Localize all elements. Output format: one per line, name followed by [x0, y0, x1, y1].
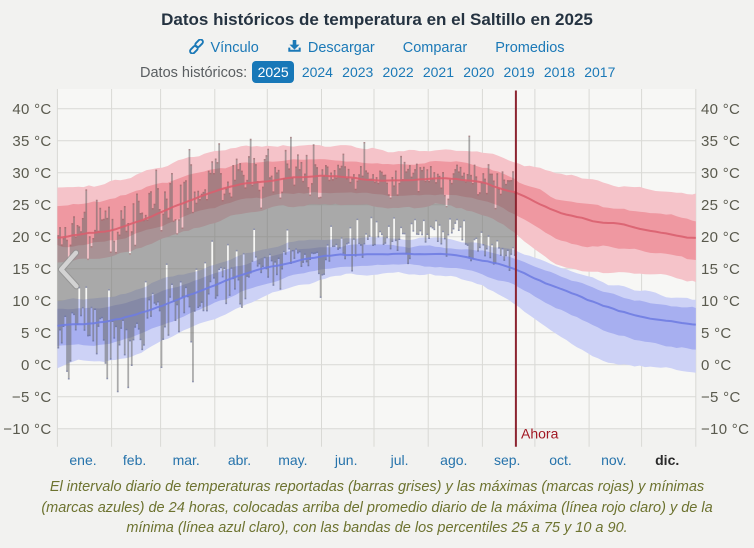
- svg-text:25 °C: 25 °C: [701, 197, 740, 214]
- svg-text:35 °C: 35 °C: [701, 133, 740, 150]
- svg-text:nov.: nov.: [601, 452, 626, 468]
- svg-text:−5 °C: −5 °C: [12, 389, 52, 406]
- svg-text:10 °C: 10 °C: [12, 293, 51, 310]
- svg-text:0 °C: 0 °C: [701, 357, 732, 374]
- svg-text:15 °C: 15 °C: [12, 261, 51, 278]
- svg-text:−5 °C: −5 °C: [701, 389, 741, 406]
- svg-text:30 °C: 30 °C: [701, 165, 740, 182]
- svg-text:40 °C: 40 °C: [12, 101, 51, 118]
- svg-text:feb.: feb.: [123, 452, 146, 468]
- svg-text:jul.: jul.: [390, 452, 409, 468]
- svg-text:mar.: mar.: [173, 452, 200, 468]
- svg-text:abr.: abr.: [228, 452, 251, 468]
- svg-text:oct.: oct.: [549, 452, 572, 468]
- svg-text:35 °C: 35 °C: [12, 133, 51, 150]
- svg-text:−10 °C: −10 °C: [3, 421, 51, 438]
- svg-text:sep.: sep.: [494, 452, 520, 468]
- svg-text:15 °C: 15 °C: [701, 261, 740, 278]
- svg-text:5 °C: 5 °C: [21, 325, 52, 342]
- svg-text:may.: may.: [278, 452, 307, 468]
- svg-text:dic.: dic.: [655, 452, 679, 468]
- svg-text:Ahora: Ahora: [521, 426, 559, 442]
- svg-text:20 °C: 20 °C: [701, 229, 740, 246]
- svg-text:jun.: jun.: [334, 452, 358, 468]
- svg-text:25 °C: 25 °C: [12, 197, 51, 214]
- svg-text:40 °C: 40 °C: [701, 101, 740, 118]
- svg-text:ago.: ago.: [440, 452, 467, 468]
- svg-text:30 °C: 30 °C: [12, 165, 51, 182]
- svg-text:0 °C: 0 °C: [21, 357, 52, 374]
- svg-text:10 °C: 10 °C: [701, 293, 740, 310]
- svg-text:5 °C: 5 °C: [701, 325, 732, 342]
- svg-text:20 °C: 20 °C: [12, 229, 51, 246]
- svg-text:−10 °C: −10 °C: [701, 421, 749, 438]
- svg-text:ene.: ene.: [69, 452, 96, 468]
